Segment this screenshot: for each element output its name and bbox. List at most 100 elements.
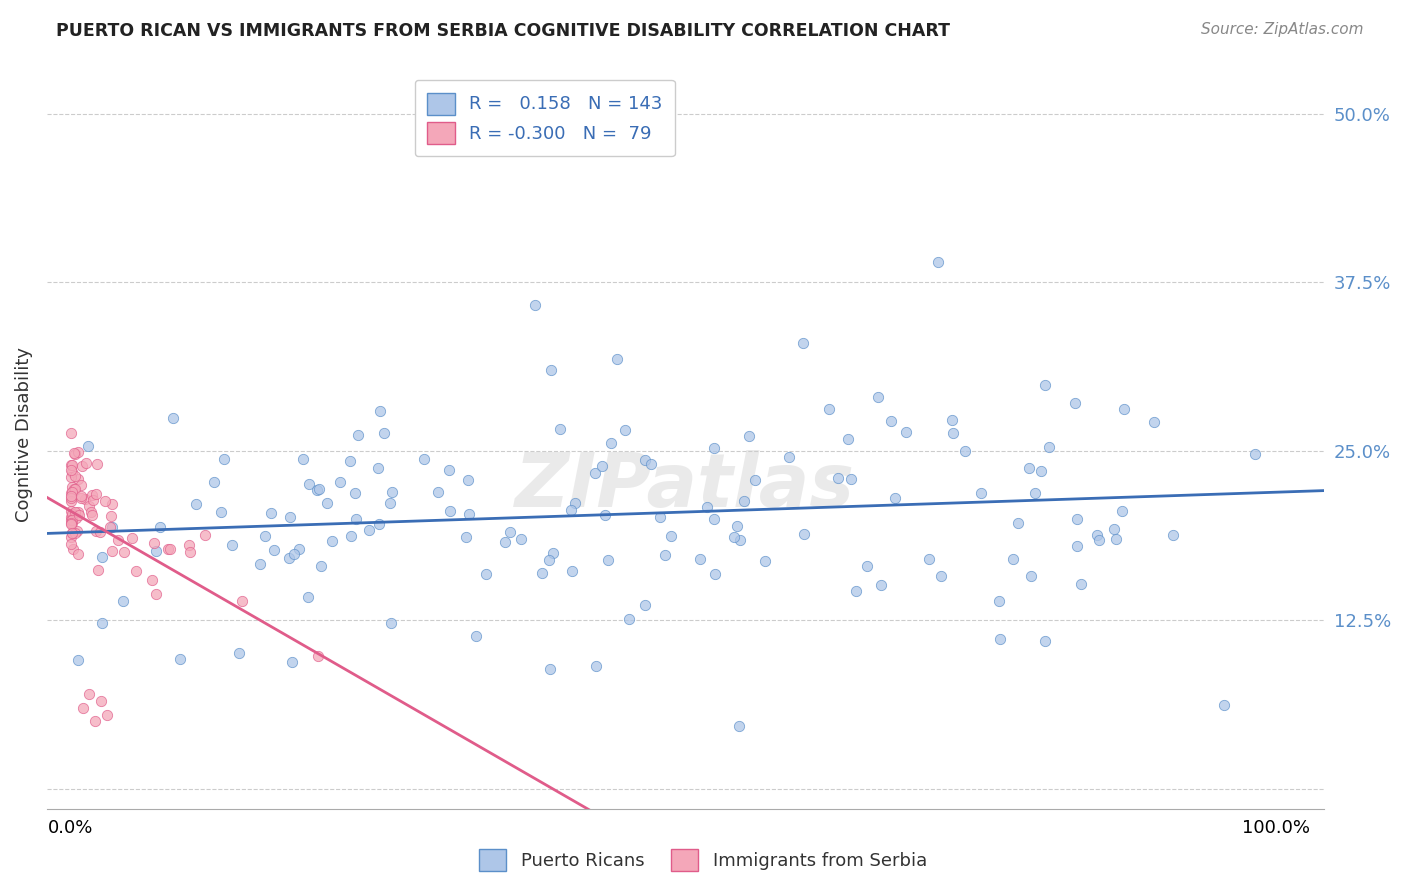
Point (60, 526, 83, 541)
Point (69, 489, 91, 503)
Text: PUERTO RICAN VS IMMIGRANTS FROM SERBIA COGNITIVE DISABILITY CORRELATION CHART: PUERTO RICAN VS IMMIGRANTS FROM SERBIA C… (56, 22, 950, 40)
Point (60, 470, 83, 484)
Point (541, 546, 564, 560)
Point (1019, 569, 1042, 583)
Point (367, 517, 389, 532)
Point (538, 662, 561, 676)
Point (817, 402, 839, 417)
Point (969, 486, 991, 500)
Point (145, 587, 167, 601)
Point (60, 516, 83, 530)
Point (942, 425, 965, 440)
Point (60, 425, 83, 440)
Point (96, 707, 118, 722)
Point (75, 491, 97, 506)
Point (60, 507, 83, 521)
Point (194, 527, 217, 541)
Point (98, 520, 121, 534)
Point (112, 594, 135, 608)
Point (1001, 551, 1024, 566)
Point (1212, 698, 1234, 712)
Point (703, 512, 725, 526)
Point (309, 559, 332, 574)
Point (988, 594, 1011, 608)
Point (456, 530, 478, 544)
Point (583, 467, 606, 481)
Point (1243, 447, 1265, 461)
Point (929, 568, 952, 582)
Point (953, 444, 976, 458)
Point (91, 616, 114, 631)
Point (412, 451, 434, 466)
Point (100, 543, 122, 558)
Point (307, 483, 329, 497)
Point (66, 472, 89, 486)
Point (548, 422, 571, 436)
Point (169, 652, 191, 666)
Point (209, 505, 232, 519)
Point (1038, 440, 1060, 454)
Point (291, 451, 314, 466)
Point (640, 457, 662, 471)
Point (212, 451, 235, 466)
Point (101, 520, 124, 534)
Point (60, 458, 83, 473)
Point (439, 504, 461, 518)
Point (1070, 577, 1092, 591)
Point (866, 391, 889, 405)
Point (307, 648, 329, 663)
Point (703, 567, 725, 582)
Point (465, 629, 488, 643)
Point (1066, 540, 1088, 554)
Point (80, 488, 103, 502)
Point (1104, 533, 1126, 547)
Text: Source: ZipAtlas.com: Source: ZipAtlas.com (1201, 22, 1364, 37)
Point (60, 537, 83, 551)
Point (696, 500, 718, 514)
Point (69, 491, 91, 506)
Point (86, 486, 108, 500)
Point (62, 446, 84, 460)
Point (347, 427, 370, 442)
Point (894, 425, 917, 439)
Point (60, 516, 83, 531)
Point (1029, 464, 1052, 478)
Point (63, 525, 86, 540)
Point (792, 336, 814, 351)
Point (60, 486, 83, 500)
Point (870, 578, 893, 592)
Point (145, 543, 167, 558)
Point (373, 425, 395, 440)
Point (316, 495, 339, 509)
Point (60, 491, 83, 506)
Point (63, 483, 86, 497)
Point (94, 494, 117, 508)
Point (1064, 395, 1087, 409)
Point (1087, 528, 1109, 542)
Point (340, 529, 363, 543)
Point (617, 611, 640, 625)
Point (112, 544, 135, 558)
Point (162, 411, 184, 425)
Point (727, 719, 749, 733)
Legend: R =   0.158   N = 143, R = -0.300   N =  79: R = 0.158 N = 143, R = -0.300 N = 79 (415, 80, 675, 156)
Point (689, 552, 711, 566)
Point (437, 463, 460, 477)
Point (84, 524, 107, 539)
Point (278, 550, 301, 565)
Point (231, 594, 253, 608)
Point (988, 632, 1011, 646)
Point (378, 496, 401, 510)
Point (792, 526, 814, 541)
Point (65, 511, 87, 525)
Point (595, 508, 617, 522)
Point (744, 473, 766, 487)
Point (60, 504, 83, 518)
Point (86, 457, 108, 471)
Point (591, 459, 613, 474)
Point (606, 351, 628, 366)
Point (65, 469, 87, 483)
Point (149, 520, 172, 534)
Point (308, 482, 330, 496)
Point (100, 497, 122, 511)
